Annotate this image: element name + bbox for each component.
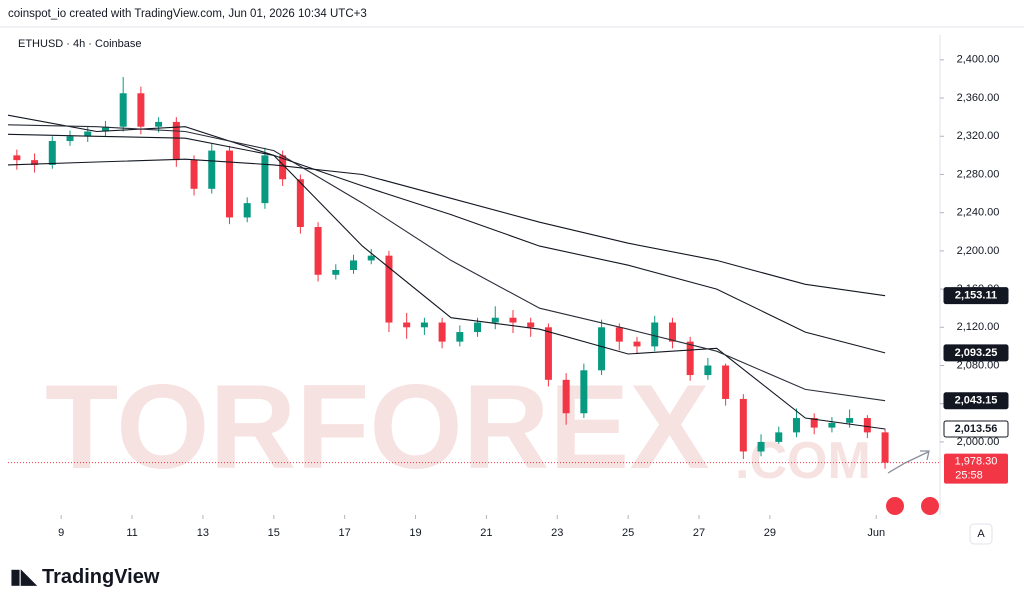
candle-body [474,322,482,333]
price-badge [943,420,1009,438]
watermark-main: TORFOREX [45,360,710,494]
candle-body [279,155,287,180]
candle-body [137,93,145,127]
candle-body [155,121,163,127]
x-tick-label: 9 [58,527,64,539]
candle-body [119,93,127,127]
x-tick-label: 13 [197,527,209,539]
y-tick-label: 2,120.00 [957,321,1000,333]
projection-arrow [887,450,930,474]
y-tick-label: 2,320.00 [957,130,1000,142]
logo: ▮◣ TradingView [10,566,160,588]
candle-body [438,322,446,342]
countdown: 25:58 [955,470,983,482]
candle-body [509,317,517,323]
candle-body [704,365,712,376]
event-icon [886,497,904,515]
watermark: TORFOREX .COM [45,360,871,494]
price-badge-label: 2,043.15 [955,395,998,407]
candle-body [757,441,765,452]
price-badge-label: 2,153.11 [955,290,997,302]
x-tick-label: 19 [409,527,421,539]
x-tick-label: 25 [622,527,634,539]
candle-body [172,121,180,161]
x-tick-label: 27 [693,527,705,539]
candle-body [403,322,411,328]
x-tick-label: 17 [339,527,351,539]
y-tick-label: 2,240.00 [957,207,1000,219]
last-price-badge [944,453,1008,484]
candle-body [881,432,889,463]
candle-body [261,155,269,204]
candle-body [314,227,322,275]
x-tick-label: 21 [480,527,492,539]
candle-body [13,155,21,161]
moving-average [7,133,886,354]
x-tick-label: Jun [867,527,885,539]
watermark-sub: .COM [735,432,871,490]
price-badge [943,287,1009,305]
event-icon [921,497,939,515]
candle-body [225,150,233,218]
y-tick-label: 2,400.00 [957,54,1000,66]
symbol: ETHUSD · 4h · Coinbase [18,38,142,50]
price-badge-label: 2,013.56 [955,423,998,435]
candle-body [31,160,39,165]
y-tick-label: 2,000.00 [957,436,1000,448]
candle-body [686,341,694,376]
candle-body [350,260,358,270]
candle-body [828,422,836,428]
candle-body [668,322,676,342]
candle-body [580,370,588,414]
price-badge-label: 2,093.25 [955,347,998,359]
candle-body [651,322,659,347]
x-tick-label: 11 [126,527,137,539]
candle-body [598,327,606,371]
candle-body [66,136,74,142]
candle-body [775,432,783,442]
candle-body [243,203,251,218]
scale-button-label[interactable]: A [977,528,985,540]
candle-body [456,332,464,342]
candle-body [527,322,535,328]
x-tick-label: 23 [551,527,563,539]
candle-body [863,418,871,433]
candle-body [792,418,800,433]
candle-body [420,322,428,328]
y-tick-label: 2,200.00 [957,245,1000,257]
candle-body [208,150,216,189]
candle-body [739,398,747,452]
last-price-label: 1,978.30 [955,456,998,468]
scale-button[interactable] [969,523,993,545]
x-tick-label: 29 [764,527,776,539]
candle-body [846,418,854,423]
moving-average [7,158,886,297]
candle-body [367,255,375,261]
candle-body [491,317,499,323]
candle-body [385,255,393,323]
candle-body [332,269,340,275]
candle-body [810,418,818,428]
candle-body [562,379,570,414]
price-badge [943,344,1009,362]
candle-body [190,160,198,189]
y-tick-label: 2,280.00 [957,168,1000,180]
moving-average [7,114,886,430]
candle-body [615,327,623,342]
candle-body [633,341,641,347]
candle-body [101,126,109,132]
candle-body [48,141,56,165]
candle-body [84,131,92,137]
candle-body [544,327,552,380]
candle-body [296,179,304,227]
y-tick-label: 2,080.00 [957,359,1000,371]
y-tick-label: 2,360.00 [957,92,1000,104]
moving-average [7,124,886,402]
candle-body [722,365,730,399]
price-badge [943,392,1009,410]
header: coinspot_io created with TradingView.com… [8,8,367,20]
x-tick-label: 15 [268,527,280,539]
logo-text: TradingView [42,566,160,588]
